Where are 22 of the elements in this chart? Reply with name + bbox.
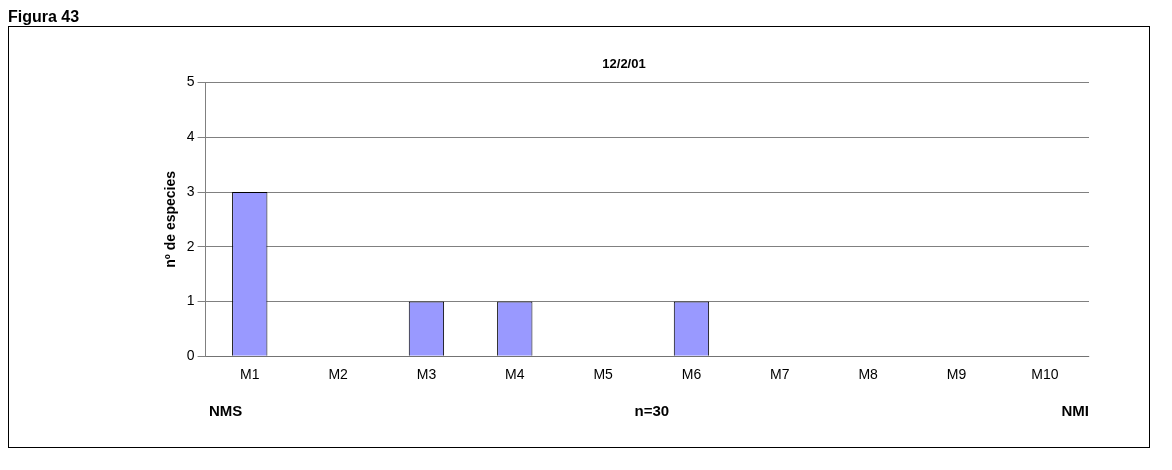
x-tick-label: M4 [505, 366, 525, 383]
y-tick-label: 0 [186, 347, 195, 364]
x-tick-label: M3 [416, 366, 437, 383]
x-tick-label: M9 [946, 366, 967, 383]
text: Figura 43 [8, 8, 81, 26]
y-tick-label: 4 [186, 128, 195, 145]
text: NMS [209, 402, 243, 419]
x-tick-label: M2 [328, 366, 349, 383]
text: n=30 [634, 402, 670, 419]
text: NMI [1061, 402, 1089, 419]
y-tick-label: 5 [186, 73, 195, 90]
y-tick-label: 2 [186, 237, 195, 254]
x-tick-label: M8 [858, 366, 879, 383]
y-axis-title: nº de especies [162, 170, 179, 268]
y-tick-label: 3 [186, 182, 195, 199]
x-tick-label: M6 [681, 366, 702, 383]
x-tick-label: M10 [1031, 366, 1059, 383]
y-tick-label: 1 [186, 292, 195, 309]
x-tick-label: M1 [240, 366, 260, 383]
chart-title: 12/2/01 [602, 56, 646, 72]
x-tick-label: M5 [593, 366, 614, 383]
x-tick-label: M7 [770, 366, 790, 383]
